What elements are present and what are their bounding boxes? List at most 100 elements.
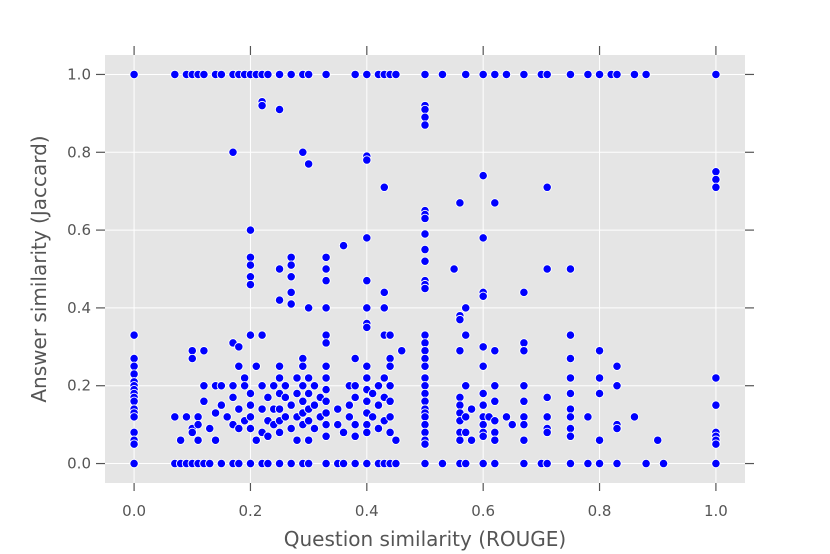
scatter-point	[280, 392, 291, 403]
scatter-point	[199, 396, 209, 406]
scatter-point	[321, 419, 331, 430]
scatter-point	[350, 431, 360, 441]
scatter-point	[129, 412, 139, 422]
scatter-point	[391, 435, 401, 445]
scatter-point	[385, 353, 395, 364]
scatter-point	[228, 392, 238, 403]
scatter-point	[542, 458, 552, 469]
scatter-point	[362, 373, 372, 383]
scatter-point	[420, 361, 430, 371]
scatter-point	[245, 252, 256, 262]
scatter-point	[286, 69, 296, 80]
scatter-point	[245, 423, 256, 434]
scatter-point	[461, 69, 471, 80]
x-tick-label: 0.2	[239, 502, 263, 520]
scatter-point	[612, 381, 622, 391]
scatter-point	[274, 404, 285, 414]
scatter-point	[362, 361, 372, 371]
scatter-point	[420, 419, 430, 430]
scatter-point	[274, 373, 285, 383]
scatter-point	[420, 256, 430, 266]
scatter-point	[263, 458, 273, 469]
scatter-point	[234, 404, 244, 414]
scatter-point	[257, 381, 267, 391]
y-tick-label: 0.0	[67, 455, 91, 473]
scatter-point	[501, 412, 512, 422]
scatter-point	[519, 458, 529, 469]
scatter-point	[420, 346, 430, 356]
scatter-point	[362, 69, 372, 80]
scatter-point	[321, 431, 331, 441]
scatter-point	[298, 361, 308, 371]
tick-labels: 0.0 0.2 0.4 0.6 0.8 1.0 0.0 0.2 0.4 0.6 0.8 1.0	[67, 65, 728, 520]
scatter-point	[490, 381, 500, 391]
scatter-point	[379, 373, 389, 383]
scatter-point	[245, 225, 256, 235]
scatter-point	[594, 346, 605, 356]
scatter-point	[478, 170, 488, 181]
scatter-point	[303, 435, 314, 445]
scatter-point	[583, 69, 593, 80]
scatter-point	[338, 241, 349, 251]
scatter-point	[653, 435, 663, 445]
scatter-point	[612, 458, 622, 469]
scatter-point	[420, 69, 430, 80]
scatter-point	[362, 419, 372, 430]
scatter-point	[350, 458, 360, 469]
scatter-point	[565, 264, 576, 274]
scatter-point	[612, 423, 622, 434]
scatter-point	[379, 182, 389, 192]
scatter-point	[321, 384, 331, 395]
scatter-point	[565, 388, 576, 399]
scatter-point	[350, 419, 360, 430]
scatter-point	[420, 412, 430, 422]
scatter-point	[367, 412, 378, 422]
scatter-point	[228, 147, 238, 157]
scatter-point	[490, 435, 500, 445]
y-tick-label: 0.8	[67, 143, 91, 161]
scatter-point	[542, 69, 552, 80]
scatter-point	[420, 427, 430, 438]
scatter-point	[298, 147, 308, 157]
scatter-point	[612, 69, 622, 80]
scatter-point	[187, 346, 197, 356]
scatter-point	[245, 412, 256, 422]
scatter-point	[542, 392, 552, 403]
scatter-point	[274, 427, 285, 438]
scatter-point	[303, 69, 314, 80]
scatter-point	[461, 381, 471, 391]
scatter-point	[170, 412, 180, 422]
y-axis-label: Answer similarity (Jaccard)	[27, 135, 51, 402]
y-tick-label: 1.0	[67, 65, 91, 83]
scatter-point	[269, 381, 279, 391]
scatter-point	[385, 381, 395, 391]
scatter-point	[362, 427, 372, 438]
axis-ticks	[96, 46, 754, 491]
scatter-point	[263, 69, 273, 80]
scatter-point	[466, 435, 477, 445]
scatter-point	[298, 381, 308, 391]
scatter-point	[542, 264, 552, 274]
scatter-point	[234, 423, 244, 434]
scatter-point	[216, 458, 227, 469]
scatter-point	[367, 388, 378, 399]
scatter-point	[210, 408, 221, 418]
scatter-point	[478, 361, 488, 371]
scatter-point	[490, 427, 500, 438]
scatter-point	[193, 435, 203, 445]
scatter-point	[420, 283, 430, 294]
scatter-point	[187, 353, 197, 364]
x-tick-label: 0.4	[355, 502, 379, 520]
scatter-point	[478, 431, 488, 441]
scatter-point	[298, 353, 308, 364]
y-tick-label: 0.6	[67, 221, 91, 239]
scatter-point	[420, 104, 430, 115]
scatter-point	[490, 69, 500, 80]
x-tick-label: 1.0	[704, 502, 728, 520]
scatter-point	[420, 229, 430, 239]
scatter-point	[129, 439, 139, 449]
scatter-point	[129, 427, 139, 438]
scatter-point	[420, 458, 430, 469]
scatter-point	[239, 381, 250, 391]
scatter-point	[350, 392, 360, 403]
